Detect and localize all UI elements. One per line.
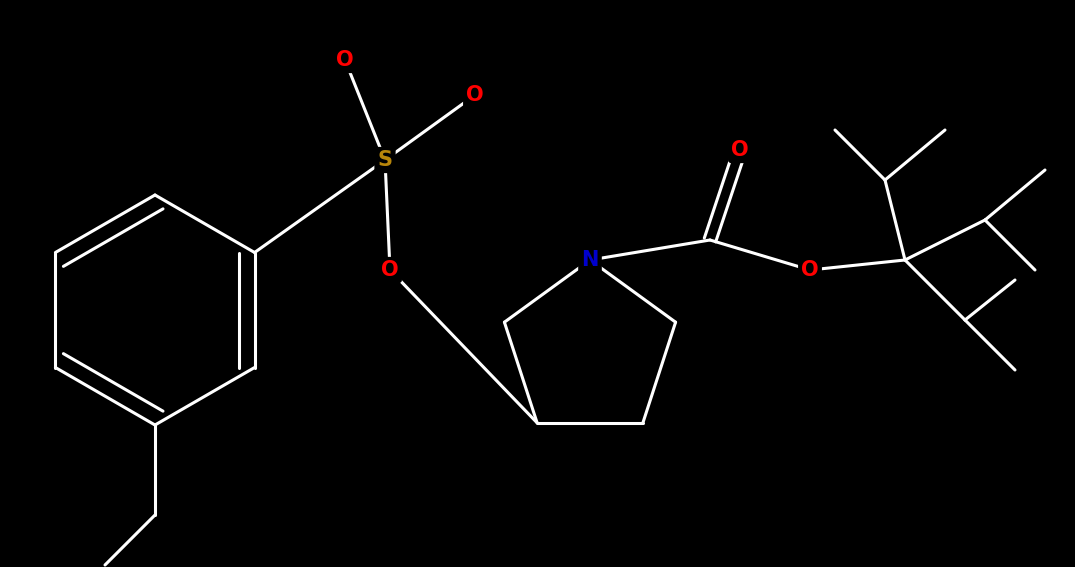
Text: S: S: [377, 150, 392, 170]
Text: O: O: [467, 85, 484, 105]
Text: O: O: [801, 260, 819, 280]
Text: N: N: [582, 250, 599, 270]
Text: O: O: [382, 260, 399, 280]
Text: O: O: [731, 140, 749, 160]
Text: O: O: [336, 50, 354, 70]
